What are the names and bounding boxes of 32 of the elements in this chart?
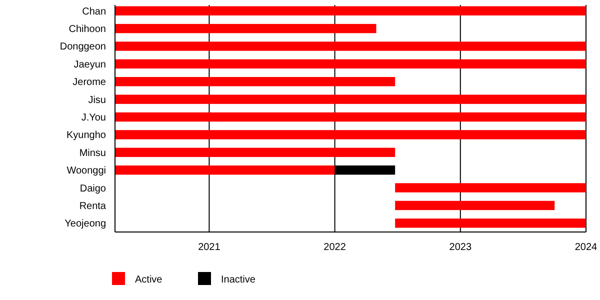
y-tick-label: Donggeon [60,42,106,53]
bar [115,24,376,34]
bar [115,6,586,16]
y-tick-label: Jerome [72,77,106,88]
y-tick-label: Renta [79,200,106,212]
y-tick-label: Chihoon [68,24,106,36]
y-tick-label: Chan [82,6,106,18]
bar [115,148,396,157]
y-tick-label: J.You [81,112,106,124]
bar [395,183,586,192]
x-tick-label: 2023 [449,242,472,253]
y-tick-label: Daigo [80,183,106,194]
bar [395,200,555,210]
x-tick-label: 2024 [574,242,598,253]
bar [395,218,586,228]
bar [115,165,335,175]
bar [115,130,586,140]
y-tick-label: Yeojeong [64,218,106,230]
y-tick-label: Kyungho [66,130,106,142]
x-tick-label: 2022 [324,242,346,253]
bar [115,59,586,69]
bar [115,112,586,122]
bar [115,94,586,104]
legend-label: Active [135,274,163,286]
bar [115,42,586,51]
x-tick-label: 2021 [198,242,221,253]
bar [115,77,396,86]
legend-label: Inactive [221,274,256,286]
y-tick-label: Jaeyun [74,59,106,70]
y-tick-label: Minsu [79,148,106,159]
y-tick-label: Woonggi [66,166,106,177]
y-tick-label: Jisu [88,94,106,106]
